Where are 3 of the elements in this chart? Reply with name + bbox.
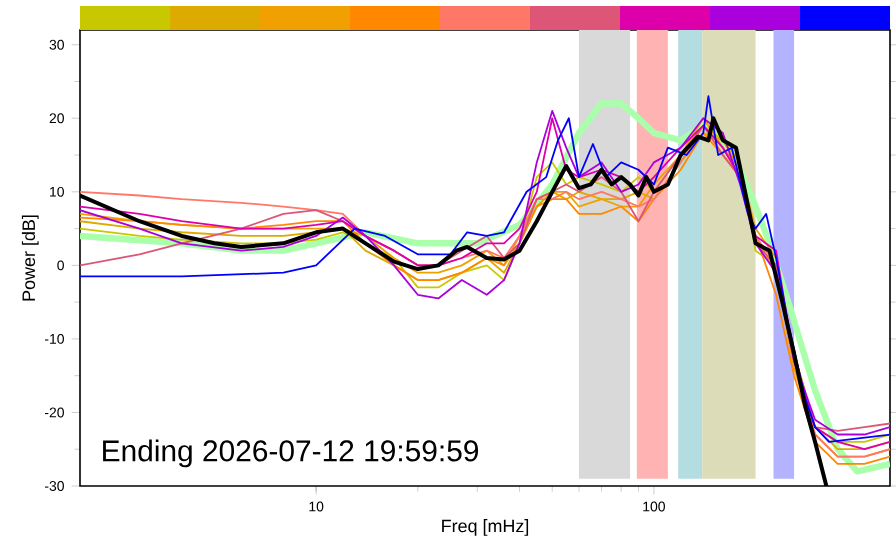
- annotation: Ending 2026-07-12 19:59:59: [103, 439, 479, 468]
- y-axis-title: Power [dB]: [21, 215, 39, 301]
- x-axis-title: Freq [mHz]: [442, 519, 529, 536]
